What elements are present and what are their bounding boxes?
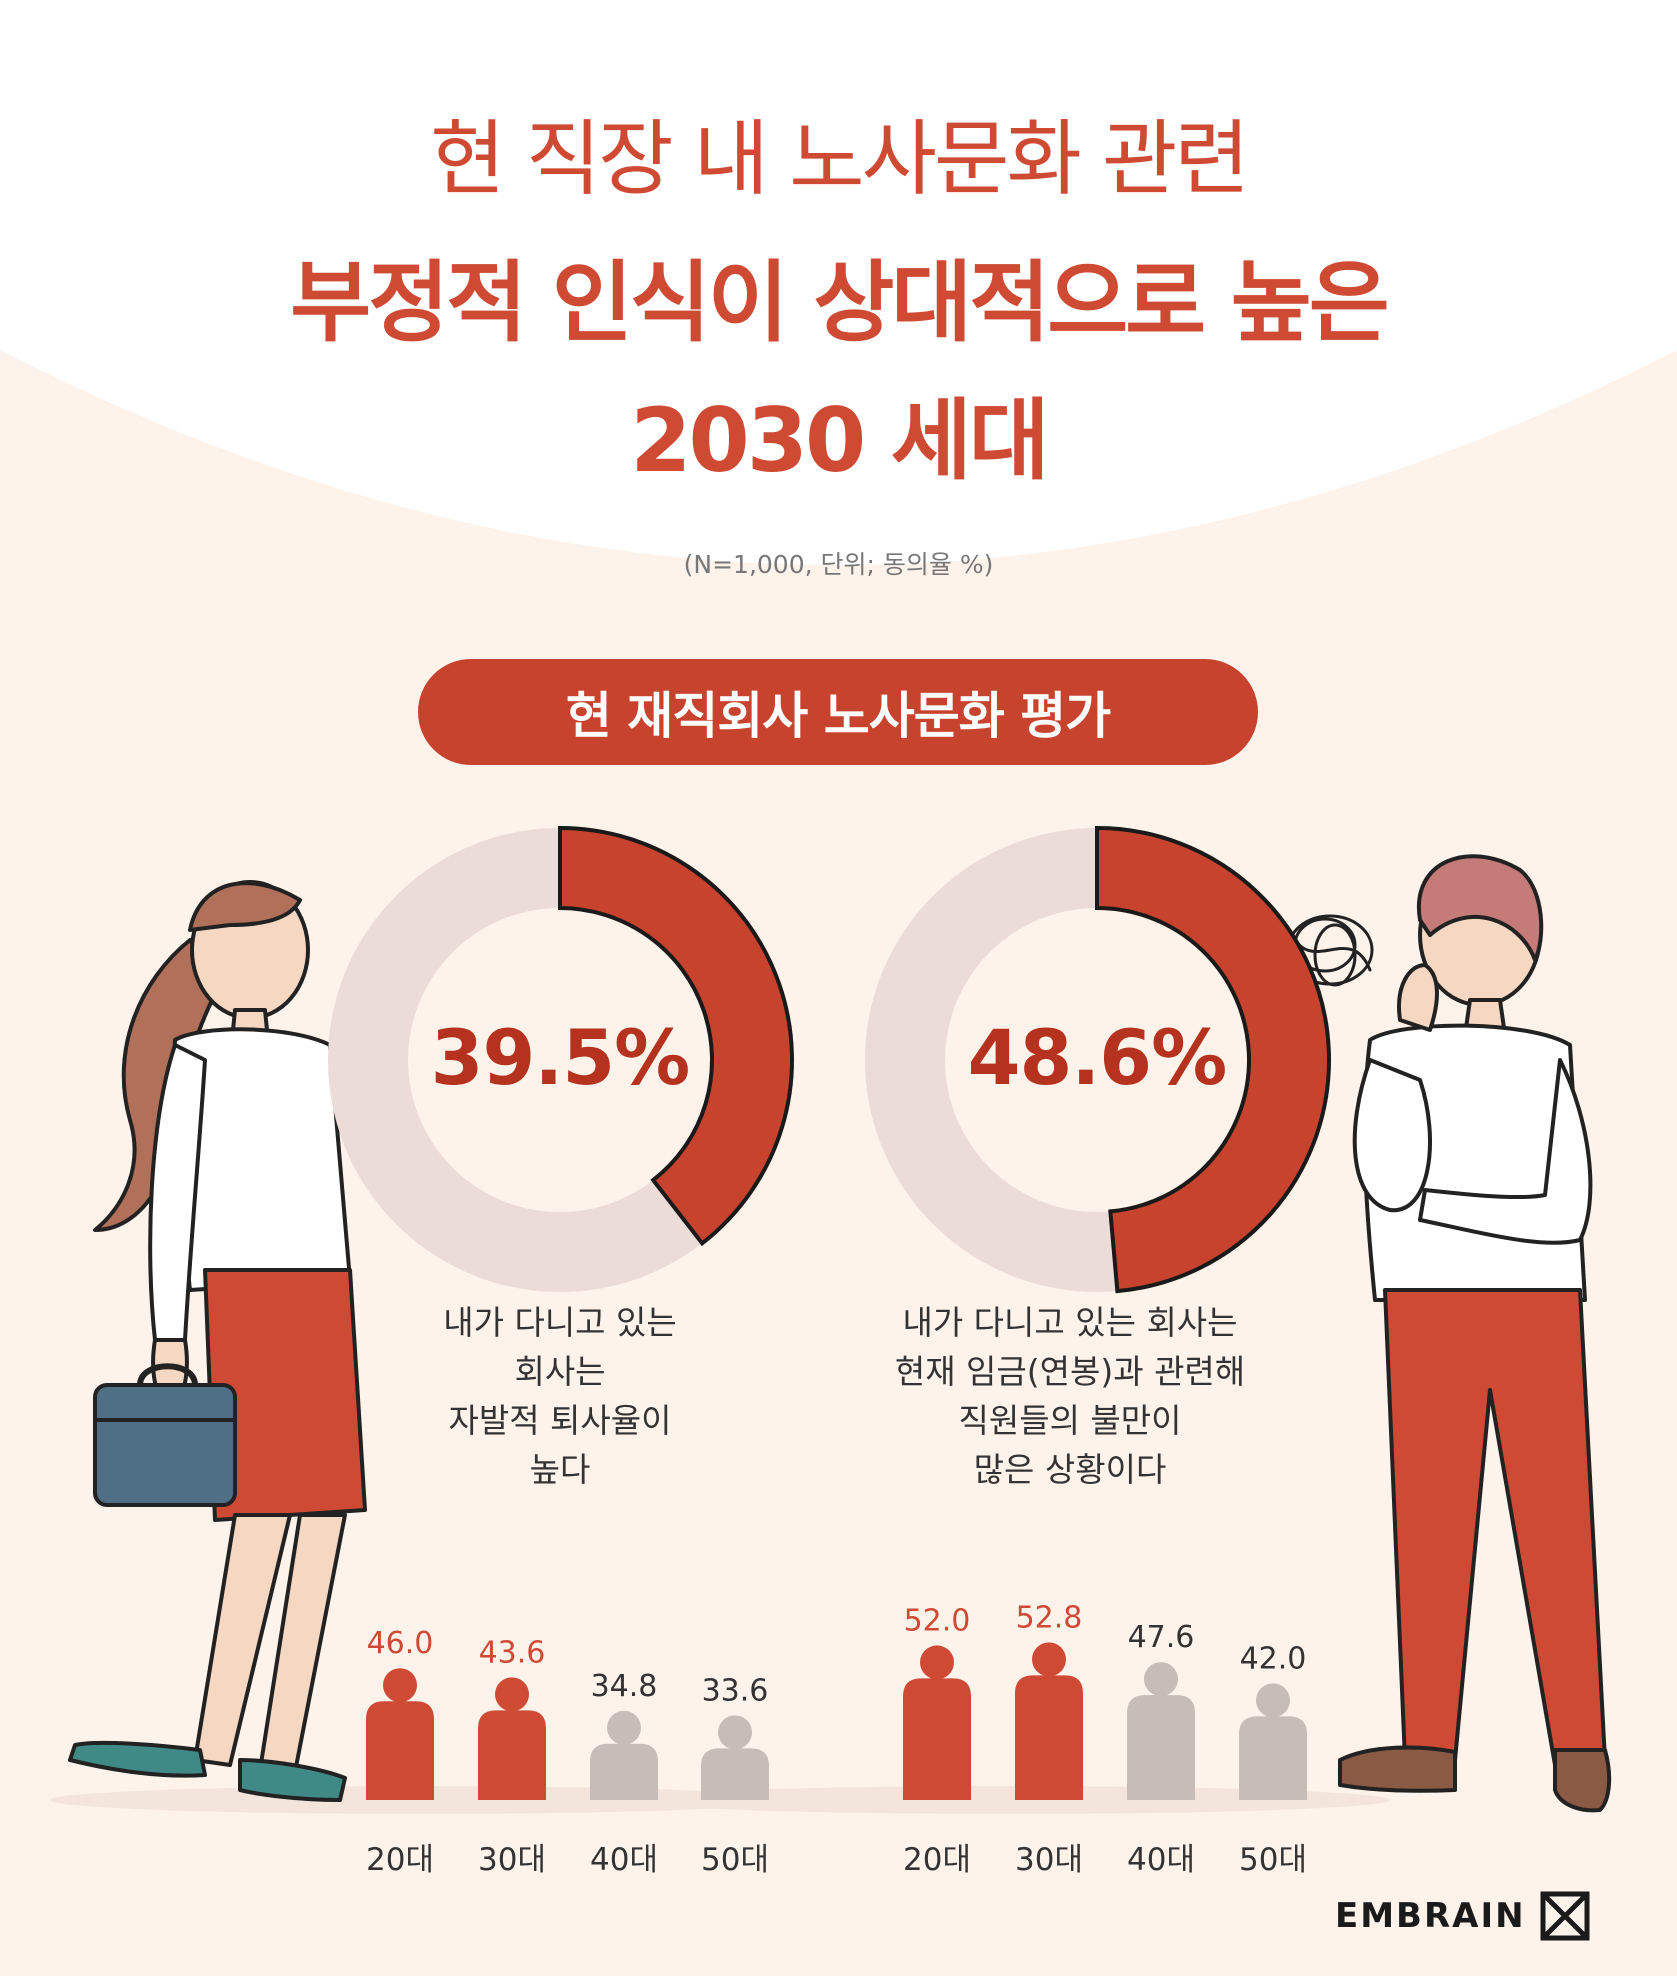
- bars-left-bar-head: [718, 1715, 752, 1750]
- caption-left-line: 내가 다니고 있는: [443, 1303, 677, 1342]
- bars-left-bar-head: [495, 1677, 529, 1712]
- bars-right-category-label: 20대: [903, 1842, 971, 1878]
- donut-left-slice: [558, 825, 794, 1247]
- donut-left-value: 39.5%: [430, 1013, 691, 1102]
- caption-left-line: 회사는: [514, 1352, 606, 1391]
- bars-right-bar-head: [1256, 1683, 1290, 1718]
- caption-left-line: 자발적 퇴사율이: [448, 1401, 672, 1440]
- bars-right-value-label: 47.6: [1128, 1620, 1195, 1655]
- bars-right-bar: [903, 1678, 971, 1800]
- logo-text: EMBRAIN: [1335, 1896, 1526, 1936]
- embrain-logo: EMBRAIN: [1335, 1890, 1590, 1942]
- caption-right-line: 내가 다니고 있는 회사는: [902, 1303, 1238, 1342]
- bars-left-bar-head: [383, 1668, 417, 1703]
- bars-left-category-label: 50대: [701, 1842, 769, 1878]
- bars-right-value-label: 42.0: [1240, 1641, 1307, 1676]
- title-line-2: 부정적 인식이 상대적으로 높은: [290, 251, 1389, 354]
- caption-left: 내가 다니고 있는 회사는 자발적 퇴사율이 높다: [340, 1298, 780, 1494]
- title-line-1: 현 직장 내 노사문화 관련: [430, 112, 1250, 207]
- bars-left-category-label: 20대: [366, 1842, 434, 1878]
- caption-right-line: 많은 상황이다: [973, 1450, 1167, 1489]
- bars-left-value-label: 43.6: [479, 1635, 546, 1670]
- bars-left-bar: [478, 1710, 546, 1800]
- bars-right-bar: [1239, 1716, 1307, 1800]
- bars-left-value-label: 34.8: [591, 1669, 658, 1704]
- bars-right-bar-head: [1144, 1662, 1178, 1697]
- caption-left-line: 높다: [529, 1450, 591, 1489]
- donut-right-value: 48.6%: [967, 1013, 1228, 1102]
- bars-right-value-label: 52.8: [1016, 1600, 1083, 1635]
- bars-left-bar: [366, 1701, 434, 1800]
- bars-right-category-label: 30대: [1015, 1842, 1083, 1878]
- bars-left-bar: [590, 1743, 658, 1800]
- donut-right-slice: [1095, 825, 1331, 1294]
- bars-left-bar: [701, 1748, 769, 1800]
- embrain-logo-icon: [1540, 1891, 1590, 1941]
- section-title-pill: 현 재직회사 노사문화 평가: [418, 659, 1258, 765]
- header-curve: [0, 0, 1677, 565]
- section-title: 현 재직회사 노사문화 평가: [565, 687, 1111, 745]
- bars-right-value-label: 52.0: [904, 1603, 971, 1638]
- bars-left-category-label: 30대: [478, 1842, 546, 1878]
- survey-note: (N=1,000, 단위; 동의율 %): [683, 550, 994, 579]
- caption-right-line: 현재 임금(연봉)과 관련해: [894, 1352, 1246, 1391]
- bars-right-category-label: 50대: [1239, 1842, 1307, 1878]
- floor-right: [630, 1786, 1390, 1814]
- caption-right: 내가 다니고 있는 회사는 현재 임금(연봉)과 관련해 직원들의 불만이 많은…: [845, 1298, 1295, 1494]
- bars-right-bar-head: [1032, 1642, 1066, 1677]
- bars-left-category-label: 40대: [590, 1842, 658, 1878]
- bars-right-bar: [1015, 1675, 1083, 1800]
- bars-right-bar-head: [920, 1645, 954, 1680]
- bars-right-category-label: 40대: [1127, 1842, 1195, 1878]
- bars-left-value-label: 33.6: [702, 1673, 769, 1708]
- caption-right-line: 직원들의 불만이: [958, 1401, 1182, 1440]
- bars-left-bar-head: [607, 1710, 641, 1745]
- bars-left-value-label: 46.0: [367, 1626, 434, 1661]
- title-line-3: 2030 세대: [630, 389, 1049, 492]
- bars-right-bar: [1127, 1695, 1195, 1800]
